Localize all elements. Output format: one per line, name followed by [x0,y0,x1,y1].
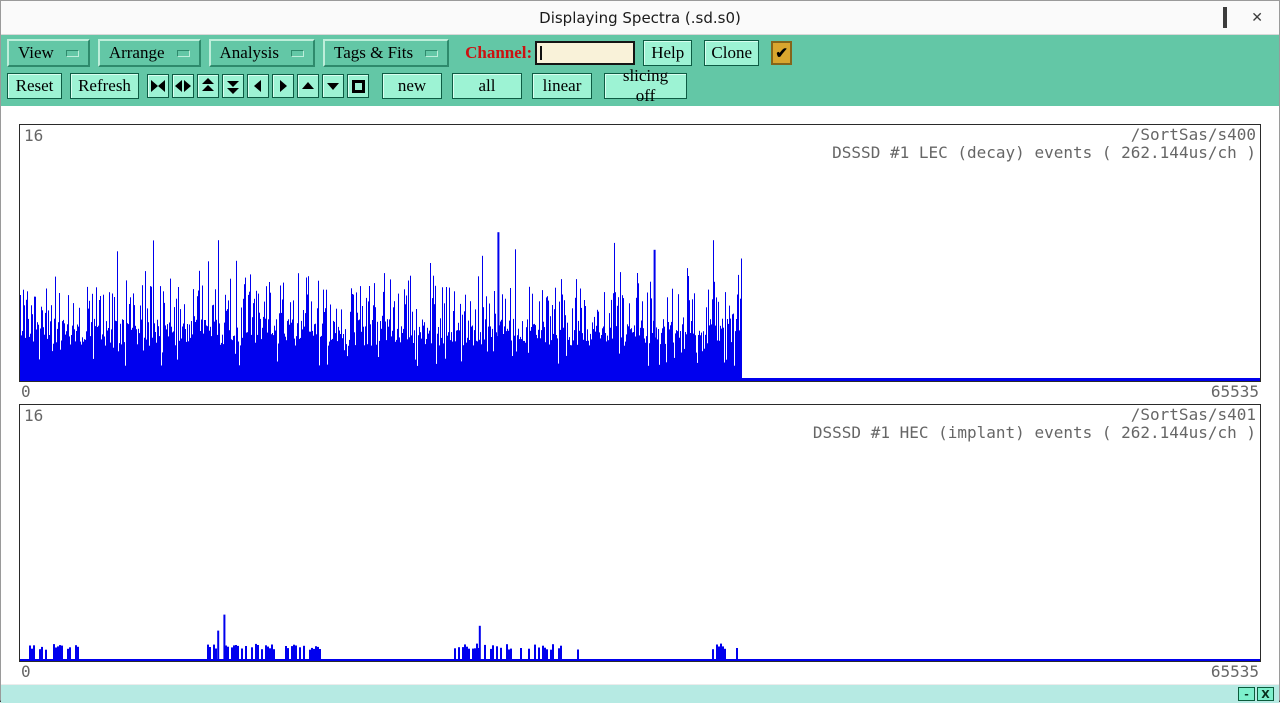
x-min-label: 0 [21,382,31,401]
histogram-s400[interactable] [20,125,1260,381]
menu-analysis[interactable]: Analysis [208,39,316,67]
y-max-label: 16 [24,406,44,425]
menu-arrange[interactable]: Arrange [97,39,201,67]
up-icon[interactable] [297,74,319,98]
slicing-button[interactable]: slicing off [604,66,687,105]
square-icon[interactable] [347,74,369,98]
menu-indicator-icon [176,49,190,57]
spectrum-titles: /SortSas/s401 DSSSD #1 HEC (implant) eve… [813,406,1256,442]
toolbar-row-1: View Arrange Analysis Tags & Fits Channe… [7,39,1273,67]
spectrum-panel-s400: 16 /SortSas/s400 DSSSD #1 LEC (decay) ev… [19,124,1261,402]
menu-tags-fits[interactable]: Tags & Fits [323,39,450,67]
double-up-icon[interactable] [197,74,219,98]
spectrum-description: DSSSD #1 HEC (implant) events ( 262.144u… [812,423,1256,442]
spectrum-description: DSSSD #1 LEC (decay) events ( 262.144us/… [832,143,1256,162]
compress-horizontal-icon[interactable] [147,74,169,98]
all-button[interactable]: all [452,73,522,99]
help-button[interactable]: Help [643,40,693,66]
status-bar: - X [1,684,1279,703]
spectrum-panel-s401: 16 /SortSas/s401 DSSSD #1 HEC (implant) … [19,404,1261,682]
maximize-icon[interactable] [1223,6,1228,28]
x-max-label: 65535 [1210,662,1259,681]
menu-view[interactable]: View [7,39,90,67]
toolbar: View Arrange Analysis Tags & Fits Channe… [1,35,1279,106]
channel-input[interactable] [535,41,636,65]
close-icon[interactable]: ✕ [1251,9,1263,26]
refresh-button[interactable]: Refresh [70,73,139,99]
step-left-icon[interactable] [247,74,269,98]
clone-button[interactable]: Clone [704,40,760,66]
x-axis-labels: 0 65535 [19,382,1261,402]
x-max-label: 65535 [1210,382,1259,401]
down-icon[interactable] [322,74,344,98]
histogram-s401[interactable] [20,405,1260,661]
y-max-label: 16 [24,126,44,145]
tag-checkbox[interactable]: ✔ [771,41,793,65]
spectra-area: 16 /SortSas/s400 DSSSD #1 LEC (decay) ev… [1,106,1279,684]
window-controls: ✕ [1199,6,1279,28]
reset-button[interactable]: Reset [7,73,62,99]
x-min-label: 0 [21,662,31,681]
plot-frame[interactable]: 16 /SortSas/s400 DSSSD #1 LEC (decay) ev… [19,124,1261,382]
new-button[interactable]: new [382,73,442,99]
spectrum-titles: /SortSas/s400 DSSSD #1 LEC (decay) event… [832,126,1256,162]
window-title: Displaying Spectra (.sd.s0) [539,8,741,27]
spectrum-path: /SortSas/s400 [1130,125,1256,144]
spectrum-path: /SortSas/s401 [1130,405,1256,424]
step-right-icon[interactable] [272,74,294,98]
channel-label: Channel: [465,43,533,62]
mini-close-icon[interactable]: X [1257,687,1274,701]
menu-indicator-icon [425,49,439,57]
x-axis-labels: 0 65535 [19,662,1261,682]
title-bar: Displaying Spectra (.sd.s0) ✕ [1,1,1279,35]
mini-minimize-icon[interactable]: - [1238,687,1255,701]
plot-frame[interactable]: 16 /SortSas/s401 DSSSD #1 HEC (implant) … [19,404,1261,662]
menu-indicator-icon [65,49,79,57]
menu-indicator-icon [291,49,305,57]
double-down-icon[interactable] [222,74,244,98]
toolbar-row-2: Reset Refresh [7,66,1273,105]
linear-button[interactable]: linear [532,73,592,99]
text-caret [540,46,543,60]
expand-horizontal-icon[interactable] [172,74,194,98]
